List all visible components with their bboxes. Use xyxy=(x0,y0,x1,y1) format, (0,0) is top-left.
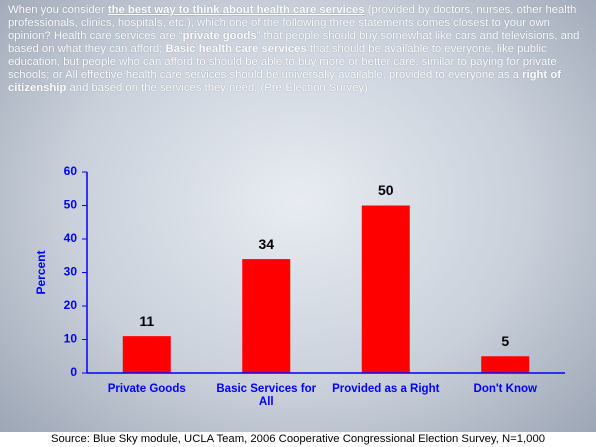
y-tick-label: 20 xyxy=(64,298,78,312)
y-tick-label: 60 xyxy=(64,164,78,178)
bar xyxy=(242,259,291,373)
x-tick-label: Don't Know xyxy=(473,383,537,395)
question-text: right of citizenship xyxy=(8,69,561,94)
y-tick-label: 40 xyxy=(64,231,78,245)
value-label: 5 xyxy=(501,333,509,349)
bar xyxy=(481,356,530,373)
y-tick-label: 10 xyxy=(64,332,78,346)
question-text: Basic health care services xyxy=(165,43,307,55)
question-text: private goods xyxy=(182,30,257,42)
y-tick-label: 50 xyxy=(64,198,78,212)
question-text: that should be available to everyone, li… xyxy=(8,43,557,81)
value-label: 50 xyxy=(378,182,394,198)
question-text: When you consider xyxy=(8,4,108,16)
question-text: the best way to think about health care … xyxy=(107,4,365,16)
question-text: ” that people should buy somewhat like c… xyxy=(8,30,580,55)
y-tick-label: 0 xyxy=(70,365,77,379)
question: When you consider the best way to think … xyxy=(8,4,590,95)
x-tick-label: Provided as a Right xyxy=(332,383,440,395)
x-tick-label: Basic Services for All xyxy=(216,383,317,408)
question-text: and based on the services they need. (Pr… xyxy=(66,82,368,94)
bar xyxy=(122,336,171,373)
value-label: 34 xyxy=(258,236,274,252)
value-label: 11 xyxy=(139,313,154,329)
bar xyxy=(361,205,410,373)
y-axis-title: Percent xyxy=(34,250,48,294)
y-tick-label: 30 xyxy=(64,265,78,279)
x-tick-label: Private Goods xyxy=(107,383,186,395)
question-text: (provided by doctors, nurses, other heal… xyxy=(8,4,577,42)
source: Source: Blue Sky module, UCLA Team, 2006… xyxy=(0,432,596,447)
